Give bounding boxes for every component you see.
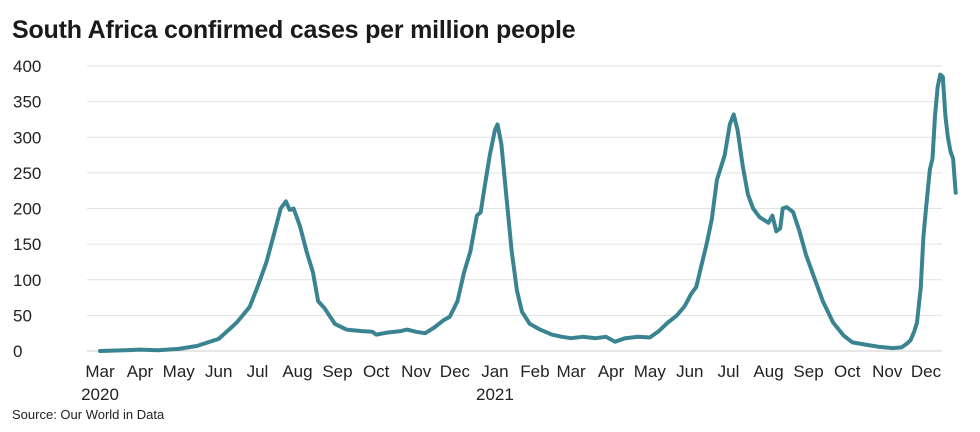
x-tick-label: Mar <box>556 362 586 381</box>
x-tick-label: Mar <box>85 362 115 381</box>
x-tick-label: Apr <box>598 362 625 381</box>
series-layer <box>98 72 958 353</box>
y-tick-label: 200 <box>13 200 41 219</box>
x-tick-label: Oct <box>834 362 861 381</box>
x-tick-label: Aug <box>753 362 783 381</box>
y-tick-label: 150 <box>13 235 41 254</box>
y-tick-label: 300 <box>13 128 41 147</box>
x-tick-label: Nov <box>401 362 432 381</box>
x-tick-label: Jul <box>247 362 269 381</box>
series-line <box>98 72 958 353</box>
x-axis: Mar 2020 Apr May Jun Jul Aug Sep Oct Nov Dec Jan 202… <box>81 362 942 404</box>
source-note: Source: Our World in Data <box>12 407 165 422</box>
x-tick-label: Jun <box>676 362 703 381</box>
y-tick-label: 100 <box>13 271 41 290</box>
x-tick-label: Jul <box>718 362 740 381</box>
y-tick-label: 350 <box>13 93 41 112</box>
x-tick-label: Dec <box>440 362 471 381</box>
x-tick-label: May <box>163 362 196 381</box>
gridlines <box>87 65 942 352</box>
x-tick-label: Sep <box>322 362 352 381</box>
y-tick-label: 50 <box>13 306 32 325</box>
x-tick-label: Nov <box>872 362 903 381</box>
x-tick-label: May <box>634 362 667 381</box>
y-axis: 0 50 100 150 200 250 300 350 400 <box>13 57 41 361</box>
x-tick-label: Aug <box>282 362 312 381</box>
x-tick-year-label: 2020 <box>81 385 119 404</box>
x-tick-label: Jan <box>481 362 508 381</box>
y-tick-label: 0 <box>13 342 22 361</box>
y-tick-label: 250 <box>13 164 41 183</box>
y-tick-label: 400 <box>13 57 41 76</box>
chart-title: South Africa confirmed cases per million… <box>12 16 576 44</box>
x-tick-label: Feb <box>520 362 549 381</box>
x-tick-label: Oct <box>363 362 390 381</box>
x-tick-year-label: 2021 <box>476 385 514 404</box>
x-tick-label: Jun <box>205 362 232 381</box>
x-tick-label: Dec <box>911 362 942 381</box>
x-tick-label: Sep <box>793 362 823 381</box>
x-tick-label: Apr <box>127 362 154 381</box>
